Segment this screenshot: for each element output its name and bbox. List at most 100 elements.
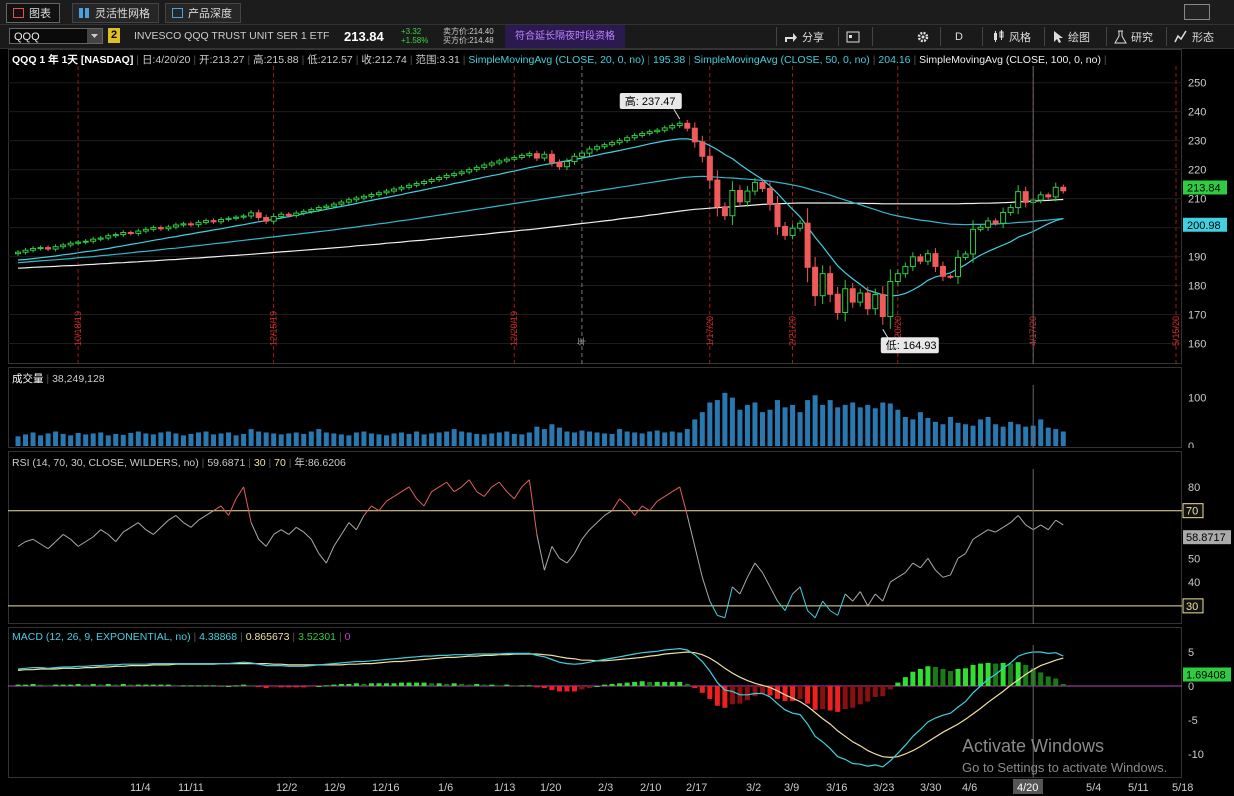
volume-bar — [466, 432, 472, 446]
rsi-segment — [115, 531, 124, 542]
rsi-segment — [694, 546, 703, 578]
link-group-badge[interactable]: 2 — [108, 28, 120, 43]
last-price-tag-label: 213.84 — [1187, 182, 1221, 194]
rsi-segment — [198, 515, 207, 521]
price-panel[interactable] — [8, 49, 1182, 364]
macd-histogram-bar — [519, 685, 525, 687]
volume-bar — [376, 434, 382, 446]
macd-histogram-bar — [338, 683, 344, 686]
rsi-segment — [355, 515, 365, 530]
sma20-label[interactable]: SimpleMovingAvg (CLOSE, 20, 0, no) — [468, 54, 645, 66]
candle-body — [421, 181, 428, 185]
candle-body — [579, 152, 585, 157]
symbol-dropdown-button[interactable] — [87, 29, 102, 43]
rsi-segment — [235, 486, 245, 500]
rsi-level-tag — [1182, 598, 1204, 614]
rsi-segment — [506, 491, 515, 500]
volume-bar — [331, 433, 337, 446]
macd-histogram-bar — [1008, 663, 1014, 686]
volume-bar — [850, 402, 856, 446]
calendar-button[interactable] — [846, 28, 860, 45]
volume-bar — [15, 436, 21, 446]
candle-body — [300, 210, 307, 214]
rsi-segment — [551, 546, 560, 559]
candle-body — [616, 139, 623, 144]
macd-histogram-bar — [722, 686, 728, 708]
tab-chart[interactable]: 图表 — [6, 3, 60, 23]
rsi-segment — [656, 495, 665, 502]
rsi-chart[interactable]: 80605040703058.8717 — [8, 469, 1234, 624]
rsi-segment — [799, 586, 809, 611]
symbol-input[interactable]: QQQ — [9, 28, 103, 44]
rsi-segment — [1055, 519, 1064, 526]
candle-body — [804, 222, 811, 268]
volume-bar — [429, 433, 435, 446]
candle-body — [451, 173, 458, 176]
macd-histogram-bar — [511, 685, 517, 687]
x-axis-label: 1/13 — [494, 782, 515, 794]
settings-button[interactable] — [916, 28, 930, 45]
volume-bar — [932, 421, 938, 446]
macd-histogram-bar — [459, 683, 465, 686]
macd-histogram-bar — [895, 682, 901, 686]
macd-label[interactable]: MACD (12, 26, 9, EXPONENTIAL, no) — [12, 631, 191, 643]
rsi-segment — [679, 486, 688, 516]
window-restore-button[interactable] — [1184, 4, 1210, 20]
macd-histogram-bar — [38, 684, 44, 686]
macd-histogram-bar — [579, 686, 585, 690]
sma100-label[interactable]: SimpleMovingAvg (CLOSE, 100, 0, no) — [919, 54, 1101, 66]
drawing-button[interactable]: 绘图 — [1052, 28, 1090, 45]
volume-bar — [368, 433, 374, 446]
rsi-panel[interactable] — [8, 451, 1182, 624]
rsi-segment — [423, 491, 433, 507]
rsi-label[interactable]: RSI (14, 70, 30, CLOSE, WILDERS, no) — [12, 457, 199, 469]
volume-bar — [910, 419, 916, 446]
rsi-segment — [401, 486, 410, 493]
macd-chart[interactable]: 5 -5 -10 01.69408 — [8, 645, 1234, 778]
macd-histogram-bar — [399, 682, 405, 686]
macd-histogram-bar — [474, 683, 480, 686]
macd-histogram-bar — [308, 686, 314, 687]
event-label: 10/18/19 — [73, 311, 83, 346]
candle-body — [22, 249, 29, 253]
candle-body — [135, 230, 142, 234]
volume-bar — [135, 431, 141, 446]
volume-bar — [383, 435, 389, 446]
volume-bar — [564, 431, 570, 446]
candle-body — [879, 294, 886, 318]
macd-histogram-bar — [812, 686, 818, 710]
volume-bar — [30, 432, 36, 446]
volume-bar — [316, 429, 322, 446]
macd-histogram-bar — [707, 686, 713, 699]
sma50-label[interactable]: SimpleMovingAvg (CLOSE, 50, 0, no) — [693, 54, 870, 66]
macd-panel[interactable] — [8, 627, 1182, 778]
candle-body — [797, 222, 804, 229]
macd-histogram-bar — [549, 686, 555, 691]
rsi-segment — [589, 522, 598, 531]
volume-bar — [53, 431, 59, 446]
volume-bar — [993, 424, 999, 446]
candle-body — [503, 158, 510, 162]
rsi-segment — [228, 498, 237, 516]
timeframe-button[interactable]: D — [955, 28, 963, 45]
volume-bar — [880, 402, 886, 446]
tab-flex-grid[interactable]: 灵活性网格 — [72, 3, 159, 23]
candle-body — [556, 161, 563, 168]
tab-product-depth[interactable]: 产品深度 — [165, 3, 241, 23]
price-chart[interactable]: 25024023022021020019018017016010/18/1912… — [8, 66, 1234, 364]
studies-button[interactable]: 研究 — [1114, 28, 1153, 45]
macd-histogram-bar — [632, 681, 638, 686]
candle-body — [496, 160, 503, 164]
tab-flex-grid-label: 灵活性网格 — [95, 8, 150, 20]
y-tick-label: -5 — [1188, 715, 1198, 727]
patterns-button[interactable]: 形态 — [1174, 28, 1214, 45]
style-button[interactable]: 风格 — [992, 28, 1031, 45]
volume-bar — [842, 404, 848, 446]
volume-bar — [188, 433, 194, 446]
volume-chart[interactable]: 100 0 — [8, 385, 1234, 448]
volume-bar — [647, 431, 653, 446]
rsi-segment — [927, 558, 936, 571]
share-button[interactable]: 分享 — [784, 28, 824, 45]
y-tick-label: 230 — [1188, 136, 1206, 148]
tab-product-depth-label: 产品深度 — [188, 8, 232, 20]
